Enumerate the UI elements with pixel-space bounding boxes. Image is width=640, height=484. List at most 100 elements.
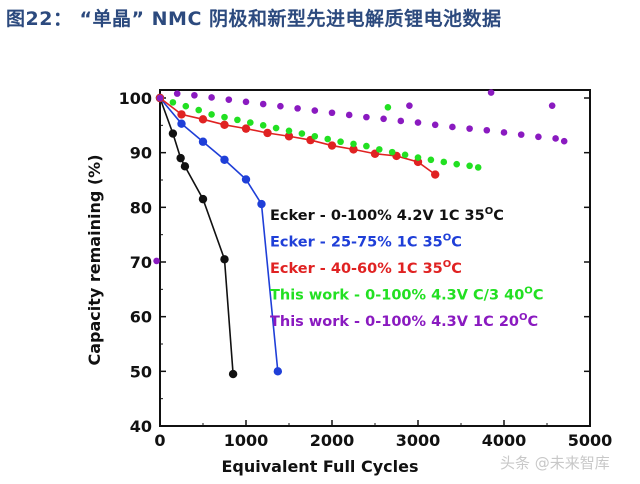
legend-entry: Ecker - 25-75% 1C 35OC bbox=[270, 233, 462, 251]
y-tick-label: 100 bbox=[119, 89, 152, 108]
data-point bbox=[517, 131, 525, 138]
figure-title: 图22： “单晶” NMC 阴极和新型先进电解质锂电池数据 bbox=[6, 8, 502, 30]
data-point bbox=[552, 135, 559, 142]
data-point bbox=[153, 257, 160, 265]
legend-entry: Ecker - 40-60% 1C 35OC bbox=[270, 259, 462, 277]
data-point bbox=[272, 124, 280, 132]
data-point bbox=[259, 100, 267, 108]
data-point bbox=[350, 140, 357, 148]
data-point bbox=[548, 102, 556, 109]
data-point bbox=[156, 94, 164, 102]
data-point bbox=[535, 133, 542, 141]
data-point bbox=[173, 90, 181, 97]
data-point bbox=[176, 153, 185, 163]
data-point bbox=[263, 128, 272, 138]
data-point bbox=[500, 129, 508, 136]
data-point bbox=[257, 199, 266, 209]
data-point bbox=[225, 96, 233, 103]
series-5 bbox=[153, 89, 568, 265]
data-point bbox=[388, 148, 396, 156]
x-tick-label: 1000 bbox=[224, 431, 269, 450]
data-point bbox=[337, 138, 344, 146]
series-layer bbox=[153, 89, 568, 379]
data-point bbox=[453, 160, 461, 168]
data-point bbox=[191, 91, 198, 99]
data-point bbox=[234, 116, 241, 124]
data-point bbox=[440, 158, 448, 166]
x-axis-label: Equivalent Full Cycles bbox=[221, 457, 418, 476]
data-point bbox=[449, 123, 456, 131]
data-point bbox=[487, 89, 495, 96]
series-line bbox=[159, 97, 234, 375]
data-point bbox=[466, 162, 473, 170]
data-point bbox=[259, 122, 267, 129]
data-point bbox=[397, 117, 405, 125]
data-point bbox=[182, 102, 190, 110]
data-point bbox=[220, 155, 229, 164]
data-point bbox=[273, 367, 283, 376]
y-tick-label: 50 bbox=[130, 362, 152, 381]
data-point bbox=[483, 126, 491, 134]
data-point bbox=[198, 194, 208, 204]
x-tick-label: 0 bbox=[154, 431, 165, 450]
legend: Ecker - 0-100% 4.2V 1C 35OC Ecker - 25-75… bbox=[270, 206, 543, 330]
data-point bbox=[198, 137, 208, 146]
data-point bbox=[298, 130, 306, 137]
x-tick-label: 4000 bbox=[482, 431, 527, 450]
data-point bbox=[466, 125, 473, 132]
x-tick-label: 3000 bbox=[396, 431, 441, 450]
data-point bbox=[349, 145, 358, 154]
data-point bbox=[208, 94, 215, 101]
data-point bbox=[277, 102, 284, 110]
data-point bbox=[180, 162, 190, 171]
data-point bbox=[328, 109, 336, 117]
y-tick-label: 40 bbox=[130, 417, 152, 436]
data-point bbox=[401, 151, 409, 159]
y-tick-label: 70 bbox=[130, 253, 152, 272]
data-point bbox=[345, 111, 353, 119]
data-point bbox=[560, 137, 568, 145]
data-point bbox=[284, 132, 294, 141]
data-point bbox=[474, 164, 482, 171]
data-point bbox=[241, 175, 251, 184]
data-point bbox=[169, 99, 177, 106]
data-point bbox=[311, 132, 319, 140]
data-point bbox=[247, 119, 254, 126]
legend-entry: This work - 0-100% 4.3V C/3 40OC bbox=[270, 286, 543, 304]
data-point bbox=[220, 120, 229, 129]
data-point bbox=[311, 107, 319, 114]
x-tick-label: 2000 bbox=[310, 431, 355, 450]
data-point bbox=[431, 121, 439, 129]
data-point bbox=[220, 255, 229, 264]
series-4 bbox=[156, 94, 482, 171]
data-point bbox=[285, 127, 293, 135]
x-tick-label: 5000 bbox=[568, 431, 613, 450]
data-point bbox=[242, 98, 250, 106]
data-point bbox=[241, 124, 251, 133]
data-point bbox=[376, 146, 383, 153]
data-point bbox=[327, 141, 337, 150]
data-point bbox=[228, 369, 238, 379]
data-point bbox=[414, 119, 422, 126]
data-point bbox=[431, 170, 440, 179]
data-point bbox=[380, 115, 387, 123]
data-point bbox=[294, 105, 301, 112]
y-tick-label: 90 bbox=[130, 144, 152, 163]
legend-entry: Ecker - 0-100% 4.2V 1C 35OC bbox=[270, 206, 504, 224]
data-point bbox=[324, 135, 332, 143]
data-point bbox=[384, 103, 392, 111]
series-line bbox=[159, 97, 279, 372]
data-point bbox=[168, 129, 178, 138]
data-point bbox=[363, 142, 370, 150]
data-point bbox=[363, 113, 370, 121]
data-point bbox=[198, 115, 208, 124]
watermark-text: 头条 @未来智库 bbox=[500, 454, 610, 472]
data-point bbox=[406, 102, 413, 109]
legend-entry: This work - 0-100% 4.3V 1C 20OC bbox=[270, 312, 538, 330]
data-point bbox=[177, 110, 186, 119]
y-axis-label: Capacity remaining (%) bbox=[85, 154, 104, 365]
data-point bbox=[414, 154, 422, 161]
data-point bbox=[208, 111, 215, 118]
data-point bbox=[195, 106, 202, 114]
